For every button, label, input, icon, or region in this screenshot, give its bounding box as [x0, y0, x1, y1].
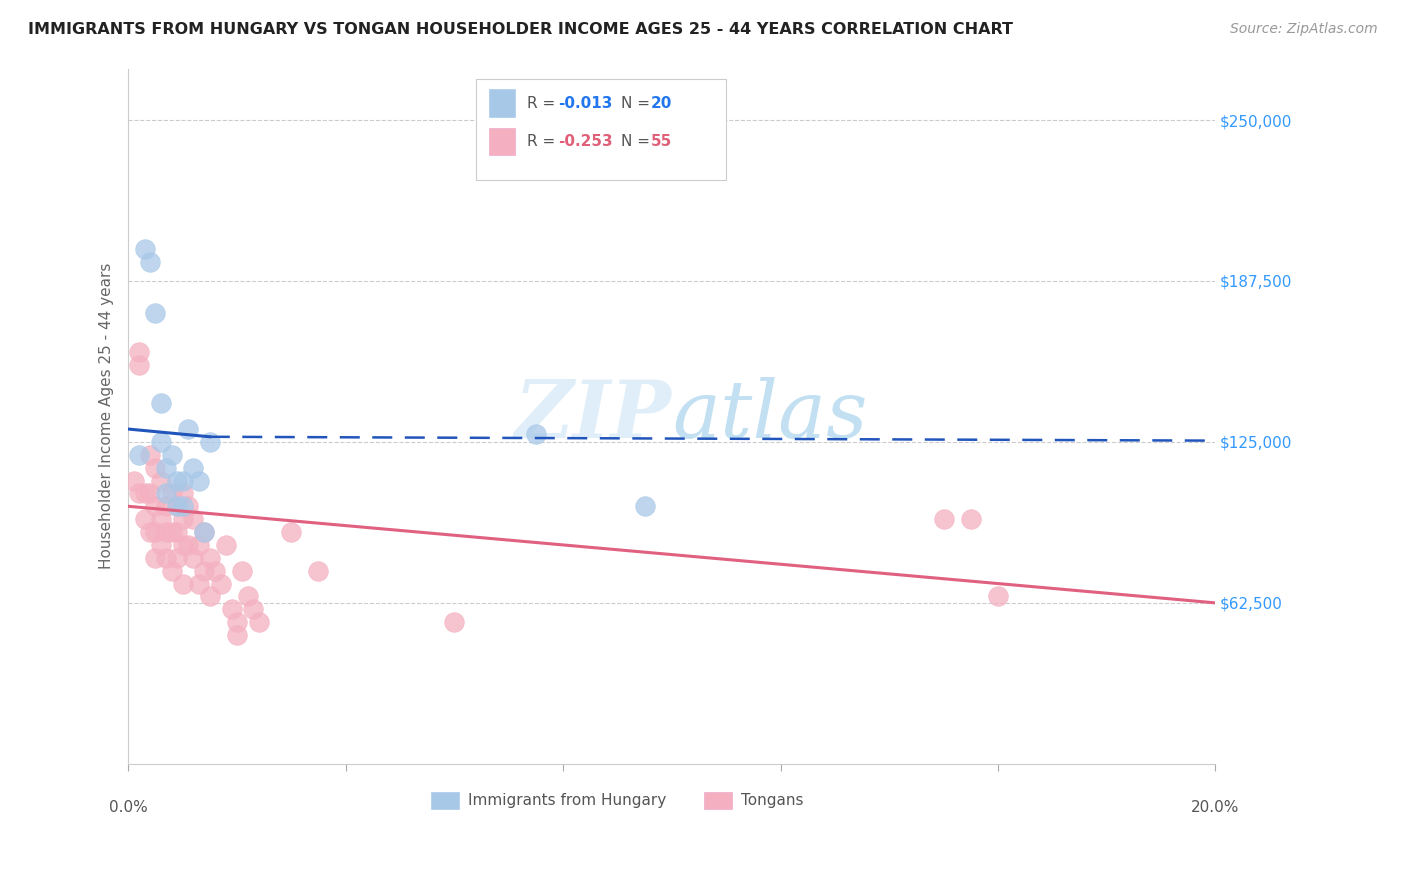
Point — [155, 524, 177, 539]
FancyBboxPatch shape — [489, 128, 515, 155]
Point — [308, 564, 330, 578]
FancyBboxPatch shape — [489, 89, 515, 117]
Text: N =: N = — [620, 134, 655, 149]
Point — [187, 576, 209, 591]
Point — [128, 344, 150, 359]
Point — [166, 524, 188, 539]
Point — [959, 512, 981, 526]
Point — [172, 576, 194, 591]
Point — [160, 486, 183, 500]
Point — [215, 538, 238, 552]
Point — [209, 576, 232, 591]
Point — [633, 500, 655, 514]
Point — [198, 434, 221, 449]
Point — [139, 524, 162, 539]
Point — [198, 550, 221, 565]
Point — [242, 602, 264, 616]
Point — [172, 538, 194, 552]
Point — [987, 590, 1010, 604]
Point — [128, 448, 150, 462]
Point — [172, 474, 194, 488]
Point — [177, 500, 200, 514]
Point — [183, 460, 205, 475]
Point — [155, 550, 177, 565]
Point — [231, 564, 253, 578]
Point — [280, 524, 302, 539]
Point — [932, 512, 955, 526]
Point — [177, 538, 200, 552]
Point — [134, 242, 156, 256]
Text: IMMIGRANTS FROM HUNGARY VS TONGAN HOUSEHOLDER INCOME AGES 25 - 44 YEARS CORRELAT: IMMIGRANTS FROM HUNGARY VS TONGAN HOUSEH… — [28, 22, 1014, 37]
Point — [149, 396, 172, 410]
Point — [139, 486, 162, 500]
Legend: Immigrants from Hungary, Tongans: Immigrants from Hungary, Tongans — [425, 786, 810, 815]
Point — [193, 524, 215, 539]
Point — [128, 358, 150, 372]
Point — [145, 550, 167, 565]
Point — [166, 550, 188, 565]
Point — [236, 590, 259, 604]
Point — [221, 602, 243, 616]
Point — [172, 486, 194, 500]
Point — [187, 538, 209, 552]
Point — [166, 500, 188, 514]
Point — [134, 486, 156, 500]
Text: 20: 20 — [651, 95, 672, 111]
Text: R =: R = — [527, 134, 561, 149]
Text: atlas: atlas — [672, 377, 868, 455]
Point — [145, 306, 167, 320]
Point — [226, 615, 249, 630]
Point — [193, 564, 215, 578]
Point — [247, 615, 270, 630]
Point — [524, 427, 547, 442]
Point — [149, 538, 172, 552]
Text: -0.253: -0.253 — [558, 134, 612, 149]
Point — [183, 512, 205, 526]
Point — [160, 448, 183, 462]
Text: 20.0%: 20.0% — [1191, 800, 1240, 815]
Point — [149, 434, 172, 449]
Point — [149, 474, 172, 488]
Point — [183, 550, 205, 565]
Point — [226, 628, 249, 642]
Point — [187, 474, 209, 488]
Point — [139, 254, 162, 268]
Point — [198, 590, 221, 604]
Point — [149, 512, 172, 526]
Text: 0.0%: 0.0% — [108, 800, 148, 815]
Point — [177, 422, 200, 436]
Text: Source: ZipAtlas.com: Source: ZipAtlas.com — [1230, 22, 1378, 37]
Point — [160, 524, 183, 539]
Point — [204, 564, 226, 578]
Point — [155, 460, 177, 475]
Point — [155, 486, 177, 500]
FancyBboxPatch shape — [477, 79, 725, 180]
Point — [145, 460, 167, 475]
Point — [160, 564, 183, 578]
Point — [172, 512, 194, 526]
Point — [155, 500, 177, 514]
Point — [145, 500, 167, 514]
Point — [443, 615, 465, 630]
Text: R =: R = — [527, 95, 561, 111]
Point — [166, 474, 188, 488]
Point — [193, 524, 215, 539]
Text: N =: N = — [620, 95, 655, 111]
Y-axis label: Householder Income Ages 25 - 44 years: Householder Income Ages 25 - 44 years — [100, 263, 114, 569]
Text: ZIP: ZIP — [515, 377, 672, 455]
Point — [166, 500, 188, 514]
Point — [134, 512, 156, 526]
Point — [172, 500, 194, 514]
Point — [145, 524, 167, 539]
Text: -0.013: -0.013 — [558, 95, 612, 111]
Text: 55: 55 — [651, 134, 672, 149]
Point — [139, 448, 162, 462]
Point — [122, 474, 145, 488]
Point — [128, 486, 150, 500]
